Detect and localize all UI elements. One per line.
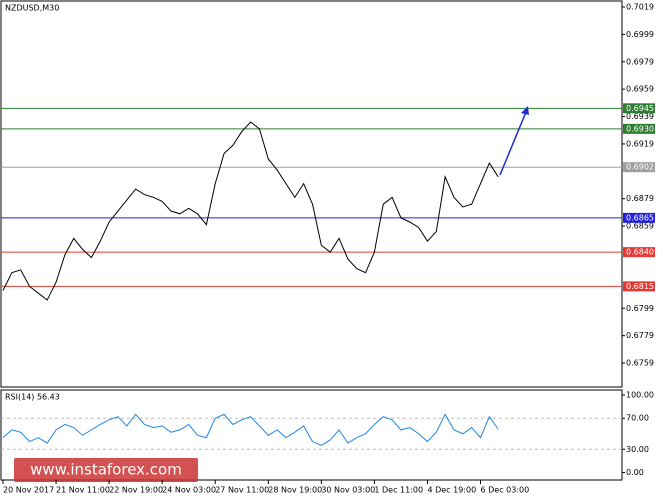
y-tick-label: 0.00	[626, 468, 644, 477]
level-label-box	[623, 162, 655, 173]
level-label: 0.6840	[626, 248, 654, 257]
y-tick-label: 0.6939	[626, 112, 654, 121]
level-label-box	[623, 123, 655, 134]
y-tick-label: 0.6779	[626, 331, 654, 340]
y-tick-label: 0.6759	[626, 359, 654, 368]
y-tick-label: 70.00	[626, 414, 649, 423]
series-line	[2, 121, 499, 301]
watermark-box	[14, 458, 198, 482]
watermark: www.instaforex.com	[30, 461, 182, 479]
level-label: 0.6945	[626, 104, 654, 113]
y-tick-label: 0.6919	[626, 139, 654, 148]
y-tick-label: 0.6959	[626, 85, 654, 94]
chart-title: NZDUSD,M30	[5, 4, 59, 13]
price-panel	[0, 0, 623, 388]
level-label-box	[623, 212, 655, 223]
x-tick-label: 22 Nov 19:00	[109, 486, 163, 495]
rsi-title: RSI(14) 56.43	[5, 393, 60, 402]
series-line	[2, 413, 499, 446]
x-tick-label: 21 Nov 11:00	[56, 486, 110, 495]
level-label: 0.6865	[626, 213, 654, 222]
y-tick-label: 30.00	[626, 445, 649, 454]
x-tick-label: 24 Nov 03:00	[162, 486, 216, 495]
level-label-box	[623, 281, 655, 292]
forecast-arrow	[499, 111, 527, 176]
y-tick-label: 100.00	[626, 390, 654, 399]
y-tick-label: 0.6859	[626, 222, 654, 231]
arrow-head	[521, 106, 529, 115]
x-tick-label: 27 Nov 11:00	[215, 486, 269, 495]
level-label-box	[623, 103, 655, 114]
level-label-box	[623, 247, 655, 258]
y-tick-label: 0.6879	[626, 194, 654, 203]
x-tick-label: 1 Dec 11:00	[374, 486, 423, 495]
y-tick-label: 0.7019	[626, 2, 654, 11]
x-tick-label: 30 Nov 03:00	[321, 486, 375, 495]
y-tick-label: 0.6979	[626, 57, 654, 66]
level-label: 0.6902	[626, 163, 654, 172]
level-label: 0.6815	[626, 282, 654, 291]
x-tick-label: 4 Dec 19:00	[427, 486, 476, 495]
x-tick-label: 20 Nov 2017	[3, 486, 54, 495]
level-label: 0.6930	[626, 124, 654, 133]
y-tick-label: 0.6799	[626, 304, 654, 313]
x-tick-label: 28 Nov 19:00	[268, 486, 322, 495]
y-tick-label: 0.6999	[626, 30, 654, 39]
x-tick-label: 6 Dec 03:00	[481, 486, 530, 495]
